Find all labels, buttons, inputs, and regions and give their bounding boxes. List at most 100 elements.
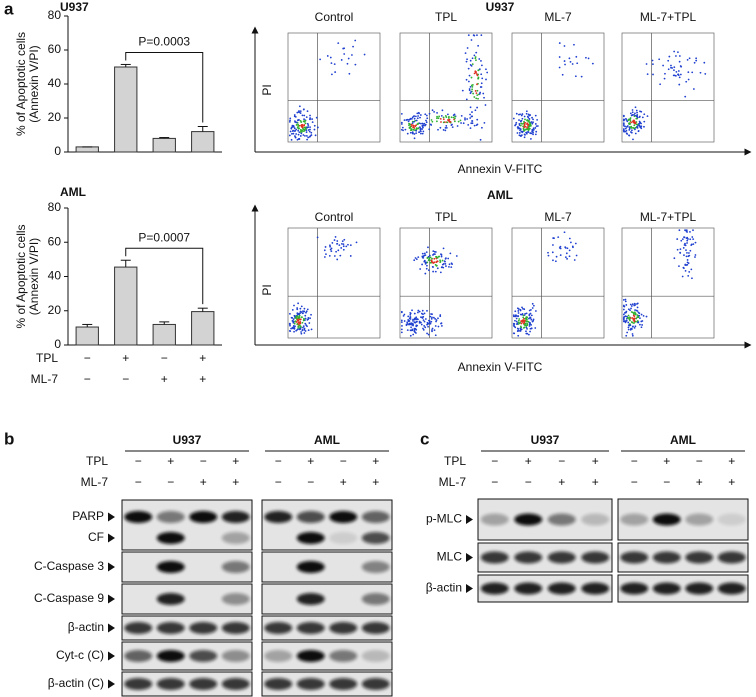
treatment-sign: −	[275, 475, 282, 489]
flow-dot	[421, 125, 424, 127]
flow-dot	[631, 111, 634, 114]
flow-dot	[307, 329, 310, 332]
flow-dot	[420, 122, 422, 125]
flow-dot	[514, 326, 517, 329]
flow-dot	[425, 114, 428, 117]
blot-band	[221, 622, 250, 634]
treatment-sign: +	[232, 454, 239, 468]
flow-dot	[559, 254, 562, 257]
flow-dot	[430, 317, 433, 320]
blot-band	[717, 551, 746, 564]
flow-dot	[301, 316, 303, 318]
flow-dot	[427, 269, 430, 272]
flow-dot	[428, 254, 431, 257]
row-arrow	[108, 562, 115, 572]
flow-dot	[671, 67, 674, 69]
blot-band	[296, 622, 325, 634]
flow-dot	[623, 305, 626, 308]
flow-dot	[415, 324, 418, 327]
treatment-sign: +	[696, 475, 703, 489]
flow-dot	[684, 244, 687, 247]
flow-dot	[400, 328, 403, 331]
treatment-sign: +	[199, 351, 206, 365]
flow-dot	[423, 312, 426, 315]
flow-dot	[449, 252, 452, 255]
flow-dot	[309, 128, 311, 131]
flow-dot	[522, 314, 525, 317]
flow-dot	[476, 106, 479, 109]
flow-dot	[694, 256, 696, 258]
flow-dot	[676, 248, 679, 251]
flow-dot	[430, 119, 433, 121]
flow-dot	[400, 310, 403, 313]
flow-dot	[336, 240, 339, 242]
flow-dot	[413, 120, 415, 123]
flow-dot	[293, 322, 296, 325]
flow-dot	[523, 320, 526, 323]
flow-dot	[429, 315, 432, 318]
flow-dot	[652, 63, 654, 66]
flow-dot	[640, 110, 643, 113]
flow-dot	[566, 257, 568, 260]
flow-dot	[302, 326, 304, 329]
bar	[191, 131, 215, 153]
flow-dot	[635, 123, 638, 126]
flow-dot	[473, 72, 476, 75]
flow-dot	[521, 117, 524, 120]
flow-dot	[292, 321, 295, 324]
flow-dot	[635, 317, 638, 320]
flow-dot	[528, 325, 531, 327]
flow-dot	[520, 134, 523, 137]
flow-dot	[591, 62, 594, 65]
flow-dot	[569, 60, 572, 63]
blot-band	[717, 582, 746, 595]
flow-dot	[303, 310, 306, 313]
flow-dot	[295, 128, 298, 131]
flow-dot	[299, 135, 302, 137]
plot-title: Control	[315, 10, 354, 24]
flow-dot	[523, 120, 525, 123]
flow-dot	[558, 246, 561, 249]
flow-dot	[296, 126, 299, 129]
flow-dot	[633, 312, 635, 315]
flow-dot	[408, 118, 411, 121]
plot-title: TPL	[435, 210, 457, 224]
flow-dot	[622, 318, 625, 321]
flow-dot	[481, 126, 483, 129]
bar	[191, 311, 215, 346]
plot-title: ML-7+TPL	[640, 10, 697, 24]
flow-dot	[354, 39, 357, 42]
flow-dot	[294, 121, 297, 124]
flow-dot	[528, 123, 531, 126]
flow-dot	[415, 258, 418, 261]
flow-dot	[630, 327, 632, 330]
flow-dot	[634, 106, 637, 109]
flow-dot	[637, 130, 640, 133]
flow-dot	[336, 258, 339, 261]
flow-dot	[636, 126, 638, 129]
flow-dot	[558, 66, 561, 69]
flow-dot	[517, 319, 520, 322]
flow-dot	[422, 130, 425, 133]
flow-dot	[340, 243, 343, 245]
flow-dot	[640, 127, 643, 130]
flow-dot	[303, 332, 306, 334]
flow-dot	[337, 249, 340, 252]
flow-dot	[409, 329, 412, 332]
flow-dot	[632, 322, 635, 325]
flow-dot	[518, 113, 520, 116]
flow-dot	[673, 257, 676, 260]
flow-dot	[347, 243, 349, 246]
bar	[152, 137, 176, 153]
flow-dot	[638, 122, 640, 125]
flow-dot	[553, 237, 555, 240]
flow-dot	[319, 58, 322, 61]
flow-dot	[442, 121, 445, 124]
flow-dot	[624, 315, 627, 318]
flow-dot	[303, 118, 305, 121]
flow-dot	[302, 319, 305, 322]
flow-dot	[547, 254, 550, 257]
flow-dot	[294, 135, 296, 137]
blot-band	[221, 532, 250, 544]
flow-dot	[467, 123, 470, 126]
